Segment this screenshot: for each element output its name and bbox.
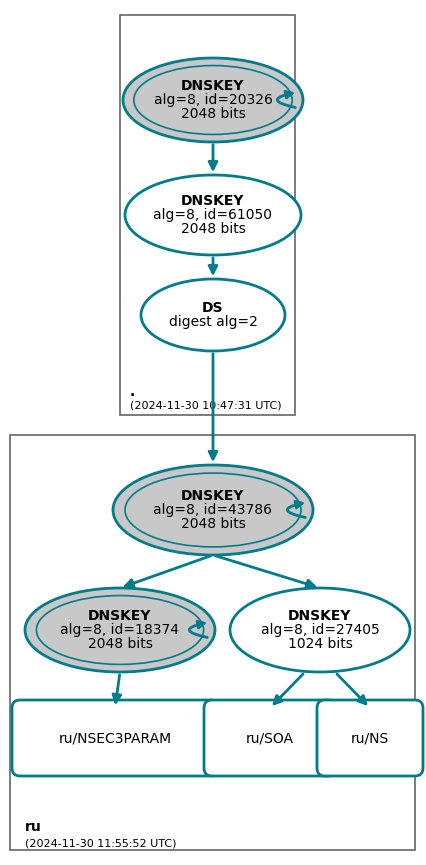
- Text: DNSKEY: DNSKEY: [88, 609, 151, 623]
- Text: alg=8, id=18374: alg=8, id=18374: [60, 623, 179, 637]
- Text: alg=8, id=43786: alg=8, id=43786: [153, 503, 272, 517]
- Ellipse shape: [25, 588, 215, 672]
- Text: 2048 bits: 2048 bits: [180, 517, 245, 531]
- Text: (2024-11-30 10:47:31 UTC): (2024-11-30 10:47:31 UTC): [130, 400, 281, 410]
- FancyBboxPatch shape: [204, 700, 335, 776]
- Text: DNSKEY: DNSKEY: [181, 194, 244, 208]
- Text: 1024 bits: 1024 bits: [287, 637, 351, 651]
- Text: alg=8, id=61050: alg=8, id=61050: [153, 208, 272, 222]
- Ellipse shape: [36, 596, 203, 664]
- FancyBboxPatch shape: [12, 700, 218, 776]
- FancyBboxPatch shape: [120, 15, 294, 415]
- Text: 2048 bits: 2048 bits: [87, 637, 152, 651]
- Text: .: .: [130, 385, 135, 399]
- Text: ru/SOA: ru/SOA: [245, 731, 294, 745]
- Ellipse shape: [113, 465, 312, 555]
- Text: 2048 bits: 2048 bits: [180, 222, 245, 236]
- Text: ru/NSEC3PARAM: ru/NSEC3PARAM: [58, 731, 171, 745]
- Text: DNSKEY: DNSKEY: [288, 609, 351, 623]
- FancyBboxPatch shape: [10, 435, 414, 850]
- Ellipse shape: [230, 588, 409, 672]
- Ellipse shape: [125, 473, 300, 547]
- Text: alg=8, id=20326: alg=8, id=20326: [153, 93, 272, 107]
- Ellipse shape: [141, 279, 284, 351]
- Ellipse shape: [123, 58, 302, 142]
- Text: 2048 bits: 2048 bits: [180, 107, 245, 121]
- Text: digest alg=2: digest alg=2: [168, 315, 257, 329]
- Text: DS: DS: [202, 301, 223, 315]
- Ellipse shape: [133, 66, 291, 134]
- Text: DNSKEY: DNSKEY: [181, 79, 244, 93]
- Text: alg=8, id=27405: alg=8, id=27405: [260, 623, 378, 637]
- Text: DNSKEY: DNSKEY: [181, 489, 244, 503]
- Ellipse shape: [125, 175, 300, 255]
- Text: ru/NS: ru/NS: [350, 731, 388, 745]
- Text: ru: ru: [25, 820, 42, 834]
- Text: (2024-11-30 11:55:52 UTC): (2024-11-30 11:55:52 UTC): [25, 838, 176, 848]
- FancyBboxPatch shape: [316, 700, 422, 776]
